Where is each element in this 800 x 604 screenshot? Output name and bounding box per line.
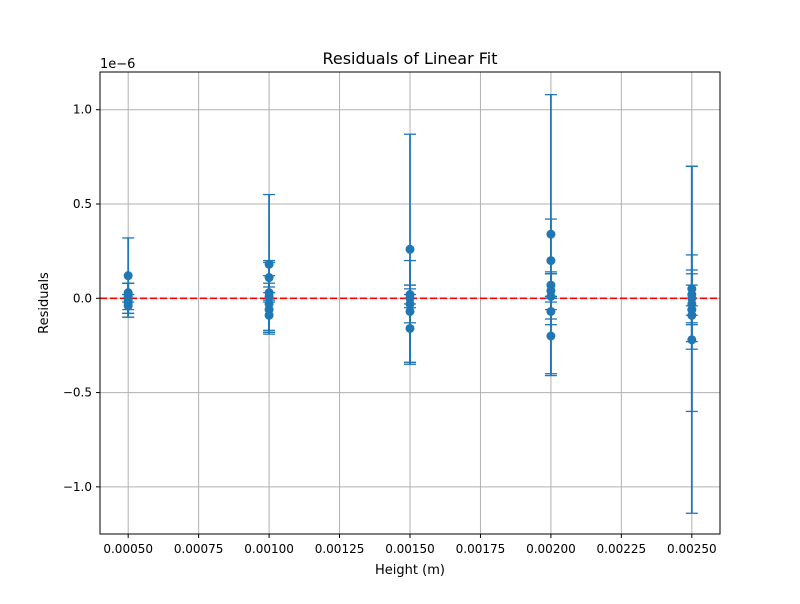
- y-tick-label: 1.0: [73, 103, 92, 117]
- x-tick-label: 0.00100: [244, 542, 294, 556]
- data-point: [405, 323, 415, 333]
- axis-ticks: 0.00050 0.00075 0.00100 0.00125 0.00150 0.001…: [63, 103, 717, 556]
- x-axis-label: Height (m): [375, 563, 445, 578]
- data-point: [123, 301, 133, 311]
- y-offset-label: 1e−6: [100, 57, 135, 72]
- y-tick-label: 0.5: [73, 197, 92, 211]
- y-axis-label: Residuals: [37, 272, 52, 334]
- x-tick-label: 0.00050: [103, 542, 153, 556]
- y-tick-label: −1.0: [63, 480, 92, 494]
- x-tick-label: 0.00250: [667, 542, 717, 556]
- y-tick-label: 0.0: [73, 291, 92, 305]
- data-point: [546, 256, 556, 266]
- y-tick-label: −0.5: [63, 386, 92, 400]
- data-point: [546, 331, 556, 341]
- data-point: [405, 244, 415, 254]
- data-point: [123, 271, 133, 281]
- x-tick-label: 0.00200: [526, 542, 576, 556]
- chart-title: Residuals of Linear Fit: [322, 49, 497, 68]
- x-tick-label: 0.00225: [597, 542, 647, 556]
- data-point: [264, 310, 274, 320]
- x-tick-label: 0.00150: [385, 542, 435, 556]
- x-tick-label: 0.00075: [174, 542, 224, 556]
- x-tick-label: 0.00175: [456, 542, 506, 556]
- x-tick-label: 0.00125: [315, 542, 365, 556]
- data-point: [687, 335, 697, 345]
- data-layer: [122, 93, 698, 514]
